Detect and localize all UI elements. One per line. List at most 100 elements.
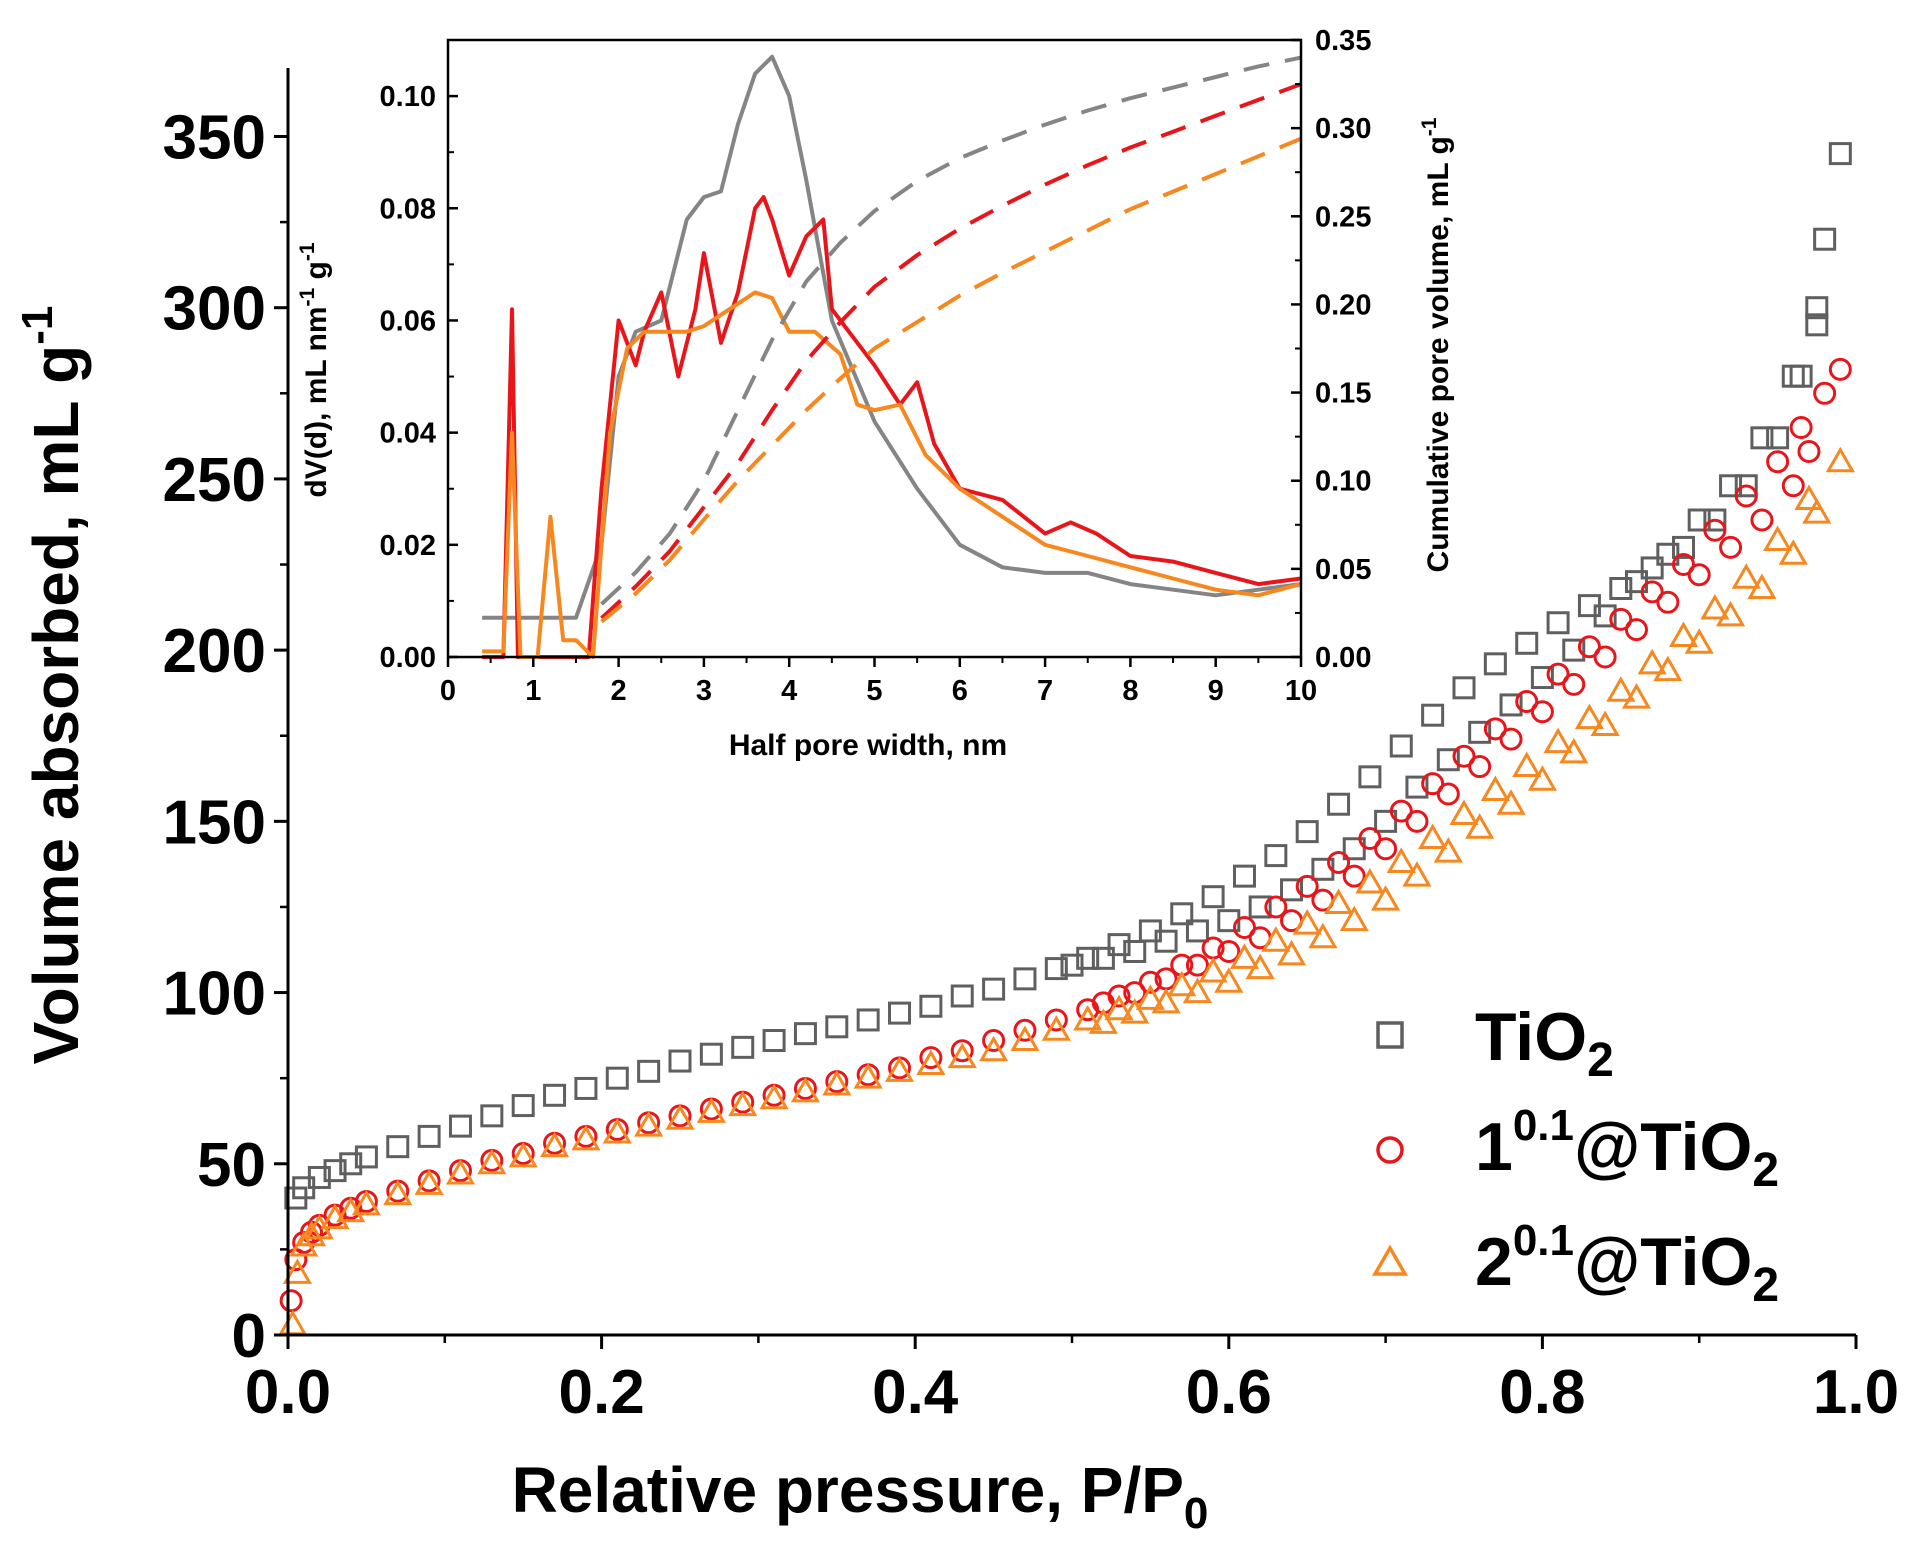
data-point-tio2-desorption xyxy=(1687,508,1711,532)
data-point-2-tio2-adsorption xyxy=(1355,867,1385,894)
data-point-1-tio2-adsorption xyxy=(950,1039,974,1063)
data-point-tio2-adsorption xyxy=(668,1049,692,1073)
data-point-tio2-adsorption xyxy=(448,1114,472,1138)
data-point-2-tio2-adsorption xyxy=(884,1056,915,1082)
data-point-tio2-desorption xyxy=(1405,775,1429,799)
legend-label-2-tio2: 20.1@TiO2 xyxy=(1475,1216,1779,1312)
series-1-tio2 xyxy=(279,357,1852,1313)
data-point-tio2-desorption xyxy=(1374,809,1398,833)
inset-left-y-tick-label: 0.02 xyxy=(380,530,436,562)
data-point-tio2-adsorption xyxy=(1452,676,1476,700)
inset-x-tick-label: 0 xyxy=(440,675,456,707)
inset-line-cumulative-tio2 xyxy=(600,55,1302,606)
data-point-tio2-adsorption xyxy=(480,1104,504,1128)
data-point-2-tio2-adsorption xyxy=(1763,525,1793,552)
data-point-tio2-adsorption xyxy=(323,1159,347,1183)
data-point-2-tio2-adsorption xyxy=(1543,727,1573,754)
data-point-2-tio2-adsorption xyxy=(1825,446,1855,473)
main-x-tick-label: 0.4 xyxy=(872,1358,959,1427)
data-point-tio2-adsorption xyxy=(982,977,1006,1001)
data-point-tio2-adsorption xyxy=(888,1001,912,1025)
data-point-tio2-adsorption xyxy=(793,1022,817,1046)
data-point-tio2-desorption xyxy=(1154,929,1178,953)
data-point-1-tio2-desorption xyxy=(1656,590,1680,614)
data-point-2-tio2-desorption xyxy=(1214,967,1244,993)
data-point-tio2-desorption xyxy=(1342,837,1366,861)
main-plot: 0.0 0.2 0.4 0.6 0.8 1.0050100150200250300350 … xyxy=(13,68,1899,1538)
data-point-tio2-adsorption xyxy=(1703,508,1727,532)
data-point-tio2-adsorption xyxy=(1389,734,1413,758)
data-point-tio2-desorption xyxy=(1185,919,1209,943)
data-point-tio2-adsorption xyxy=(307,1165,331,1189)
data-point-tio2-adsorption xyxy=(1358,765,1382,789)
inset-x-tick-label: 1 xyxy=(525,675,541,707)
data-point-1-tio2-adsorption xyxy=(279,1289,303,1313)
data-point-2-tio2-desorption xyxy=(1715,600,1746,627)
data-point-1-tio2-adsorption xyxy=(1483,717,1507,741)
main-y-tick-label: 300 xyxy=(163,275,266,344)
main-y-tick-label: 0 xyxy=(232,1302,266,1371)
data-point-2-tio2-desorption xyxy=(1182,977,1213,1004)
data-point-2-tio2-adsorption xyxy=(445,1159,476,1185)
data-point-tio2-adsorption xyxy=(1421,703,1445,727)
data-point-1-tio2-adsorption xyxy=(1013,1018,1037,1042)
data-point-1-tio2-adsorption xyxy=(1327,850,1351,874)
inset-left-y-tick-label: 0.00 xyxy=(380,642,436,674)
data-point-tio2-desorption xyxy=(1805,313,1829,337)
data-point-1-tio2-adsorption xyxy=(1421,772,1445,796)
data-point-tio2-desorption xyxy=(1624,570,1648,594)
data-point-tio2-desorption xyxy=(1280,878,1304,902)
main-y-tick-label: 150 xyxy=(163,788,266,857)
inset-right-y-tick-label: 0.20 xyxy=(1315,289,1371,321)
data-point-tio2-desorption xyxy=(1750,426,1774,450)
data-point-2-tio2-desorption xyxy=(1120,998,1150,1024)
data-point-2-tio2-adsorption xyxy=(1606,676,1636,702)
data-point-2-tio2-desorption xyxy=(1245,953,1275,980)
inset-left-y-tick-label: 0.08 xyxy=(380,193,436,225)
data-point-tio2-desorption xyxy=(1656,542,1680,566)
data-point-1-tio2-desorption xyxy=(1499,727,1523,751)
data-point-2-tio2-adsorption xyxy=(383,1179,413,1206)
inset-x-tick-label: 7 xyxy=(1037,675,1053,707)
inset-plot: 0 1 2 3 4 5 6 7 8 9 100.000.020.040.060.080.100.00… xyxy=(296,25,1455,762)
main-x-axis-label: Relative pressure, P/P0 xyxy=(512,1454,1209,1538)
data-point-tio2-adsorption xyxy=(919,994,943,1018)
main-x-tick-label: 0.6 xyxy=(1186,1358,1272,1427)
data-point-2-tio2-adsorption xyxy=(1198,956,1228,983)
data-point-tio2-adsorption xyxy=(825,1015,849,1039)
data-point-2-tio2-adsorption xyxy=(414,1169,444,1195)
main-y-tick-label: 100 xyxy=(163,960,266,1029)
data-point-2-tio2-desorption xyxy=(1747,573,1777,599)
data-point-2-tio2-desorption xyxy=(1684,628,1714,654)
data-point-2-tio2-adsorption xyxy=(351,1189,381,1216)
data-point-2-tio2-adsorption xyxy=(1794,484,1824,510)
legend: TiO2 10.1@TiO2 20.1@TiO2 xyxy=(1371,999,1779,1312)
inset-left-y-tick-label: 0.10 xyxy=(380,81,436,113)
data-point-1-tio2-adsorption xyxy=(1609,607,1633,631)
data-point-tio2-adsorption xyxy=(1640,556,1664,580)
data-point-2-tio2-adsorption xyxy=(1073,1004,1103,1031)
inset-x-tick-label: 5 xyxy=(866,675,882,707)
data-point-2-tio2-adsorption xyxy=(296,1220,327,1247)
data-point-1-tio2-adsorption xyxy=(1577,635,1601,659)
data-point-2-tio2-desorption xyxy=(1402,861,1432,887)
data-point-tio2-adsorption xyxy=(1805,296,1829,320)
data-point-2-tio2-adsorption xyxy=(759,1083,789,1110)
data-point-tio2-adsorption xyxy=(1044,957,1068,981)
inset-x-tick-label: 6 xyxy=(952,675,968,707)
data-point-2-tio2-desorption xyxy=(1527,765,1557,791)
data-point-1-tio2-adsorption xyxy=(1138,970,1162,994)
main-y-tick-label: 350 xyxy=(163,103,266,172)
data-point-2-tio2-adsorption xyxy=(916,1049,946,1075)
data-point-tio2-adsorption xyxy=(856,1008,880,1032)
data-point-tio2-adsorption xyxy=(574,1076,598,1100)
data-point-2-tio2-adsorption xyxy=(1261,926,1291,952)
data-point-2-tio2-adsorption xyxy=(539,1131,570,1158)
data-point-tio2-desorption xyxy=(1091,946,1115,970)
data-point-1-tio2-adsorption xyxy=(1452,744,1476,768)
data-point-2-tio2-desorption xyxy=(1276,939,1307,966)
data-point-1-tio2-adsorption xyxy=(1734,484,1758,508)
data-point-tio2-adsorption xyxy=(762,1029,786,1053)
data-point-tio2-adsorption xyxy=(1013,967,1037,991)
data-point-2-tio2-adsorption xyxy=(1041,1015,1071,1041)
